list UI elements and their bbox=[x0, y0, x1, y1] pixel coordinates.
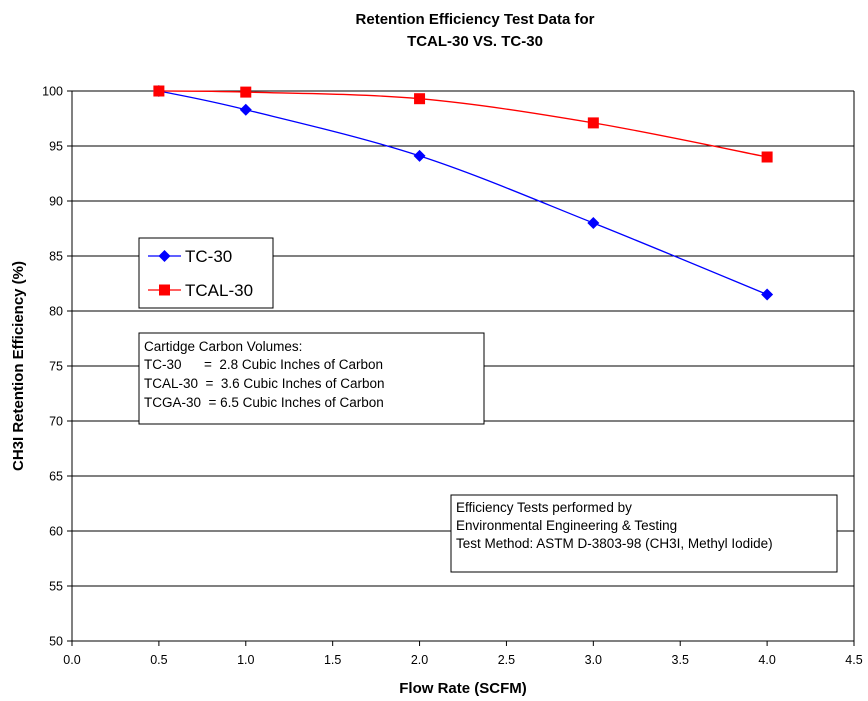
x-axis-label: Flow Rate (SCFM) bbox=[399, 680, 527, 697]
x-tick-label: 2.5 bbox=[498, 653, 515, 667]
y-tick-label: 75 bbox=[49, 360, 63, 374]
legend-marker-tcal30 bbox=[159, 284, 170, 296]
test-info-box bbox=[450, 494, 838, 573]
x-tick-label: 1.5 bbox=[324, 653, 341, 667]
y-tick-label: 50 bbox=[49, 635, 63, 649]
x-tick-label: 0.5 bbox=[150, 653, 167, 667]
carbon-volumes-line-3: TCAL-30 = 3.6 Cubic Inches of Carbon bbox=[144, 376, 385, 391]
test-info-line-1: Efficiency Tests performed by bbox=[456, 500, 632, 515]
test-info-line-3: Test Method: ASTM D-3803-98 (CH3I, Methy… bbox=[456, 536, 773, 551]
series-line-tcal30 bbox=[158, 90, 768, 158]
test-info-line-2: Environmental Engineering & Testing bbox=[456, 518, 677, 533]
y-axis-label: CH3I Retention Efficiency (%) bbox=[10, 261, 27, 471]
y-tick-label: 60 bbox=[49, 525, 63, 539]
series-tc30 bbox=[152, 85, 774, 301]
y-tick-label: 90 bbox=[49, 195, 63, 209]
carbon-volumes-line-1: Cartidge Carbon Volumes: bbox=[144, 339, 302, 354]
x-tick-label: 4.0 bbox=[758, 653, 775, 667]
x-tick-label: 0.0 bbox=[63, 653, 80, 667]
y-ticks: 50 55 60 65 70 75 80 85 90 95 100 bbox=[42, 85, 72, 649]
data-point-tcal30 bbox=[153, 85, 165, 97]
data-point-tc30 bbox=[587, 217, 600, 229]
x-tick-label: 1.0 bbox=[237, 653, 254, 667]
carbon-volumes-note: Cartidge Carbon Volumes: TC-30 = 2.8 Cub… bbox=[138, 332, 485, 425]
y-tick-label: 80 bbox=[49, 305, 63, 319]
legend-marker-tc30 bbox=[158, 250, 171, 262]
y-tick-label: 65 bbox=[49, 470, 63, 484]
data-point-tcal30 bbox=[240, 86, 252, 98]
legend-box bbox=[138, 237, 274, 309]
data-point-tc30 bbox=[413, 149, 426, 162]
series-line-tc30 bbox=[158, 90, 768, 296]
series-tcal30 bbox=[153, 85, 773, 163]
x-tick-label: 3.0 bbox=[585, 653, 602, 667]
carbon-volumes-line-4: TCGA-30 = 6.5 Cubic Inches of Carbon bbox=[144, 395, 384, 410]
y-tick-label: 70 bbox=[49, 415, 63, 429]
legend-label-tcal30: TCAL-30 bbox=[185, 281, 253, 300]
legend-label-tc30: TC-30 bbox=[185, 247, 232, 266]
data-point-tcal30 bbox=[761, 151, 773, 163]
y-tick-label: 100 bbox=[42, 85, 63, 99]
legend: TC-30 TCAL-30 bbox=[138, 237, 274, 309]
x-tick-label: 3.5 bbox=[672, 653, 689, 667]
x-ticks: 0.0 0.5 1.0 1.5 2.0 2.5 3.0 3.5 4.0 4.5 bbox=[63, 641, 863, 667]
data-point-tc30 bbox=[239, 103, 252, 116]
x-tick-label: 2.0 bbox=[411, 653, 428, 667]
test-info-note: Efficiency Tests performed by Environmen… bbox=[450, 494, 838, 573]
y-tick-label: 55 bbox=[49, 580, 63, 594]
chart-title-line-2: TCAL-30 VS. TC-30 bbox=[407, 33, 543, 50]
y-tick-label: 85 bbox=[49, 250, 63, 264]
carbon-volumes-line-2: TC-30 = 2.8 Cubic Inches of Carbon bbox=[144, 357, 383, 372]
data-point-tcal30 bbox=[587, 117, 599, 129]
chart-title-line-1: Retention Efficiency Test Data for bbox=[356, 11, 595, 28]
data-point-tc30 bbox=[761, 288, 774, 301]
x-tick-label: 4.5 bbox=[845, 653, 862, 667]
carbon-volumes-box bbox=[138, 332, 485, 425]
y-tick-label: 95 bbox=[49, 140, 63, 154]
data-point-tcal30 bbox=[414, 93, 426, 105]
series-layer bbox=[152, 85, 774, 301]
